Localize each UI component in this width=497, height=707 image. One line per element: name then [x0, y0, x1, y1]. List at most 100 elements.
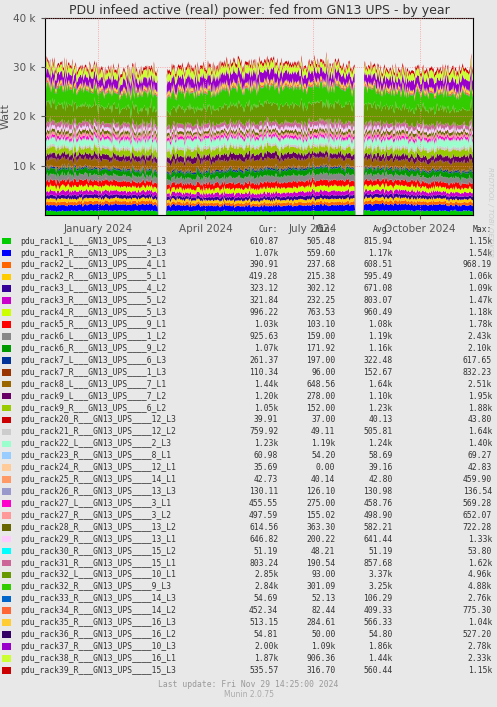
Text: 832.23: 832.23: [463, 368, 492, 377]
Text: pdu_rack37_R___GN13_UPS____10_L3: pdu_rack37_R___GN13_UPS____10_L3: [20, 642, 176, 651]
Text: 261.37: 261.37: [249, 356, 278, 365]
Text: pdu_rack6_R___GN13_UPS____9_L2: pdu_rack6_R___GN13_UPS____9_L2: [20, 344, 166, 353]
Text: 40.14: 40.14: [311, 475, 335, 484]
Text: 419.28: 419.28: [249, 272, 278, 281]
Text: 363.30: 363.30: [306, 522, 335, 532]
Bar: [2, 345, 11, 351]
Text: 50.00: 50.00: [311, 630, 335, 639]
Bar: [2, 619, 11, 626]
Text: 82.44: 82.44: [311, 606, 335, 615]
Text: 232.25: 232.25: [306, 296, 335, 305]
Text: 646.82: 646.82: [249, 534, 278, 544]
Text: pdu_rack4_R___GN13_UPS____5_L3: pdu_rack4_R___GN13_UPS____5_L3: [20, 308, 166, 317]
Text: 322.48: 322.48: [363, 356, 393, 365]
Text: 1.20k: 1.20k: [254, 392, 278, 401]
Text: 1.23k: 1.23k: [368, 404, 393, 412]
Text: 1.06k: 1.06k: [468, 272, 492, 281]
Text: Cur:: Cur:: [259, 225, 278, 233]
Bar: [2, 607, 11, 614]
Text: 130.11: 130.11: [249, 487, 278, 496]
Text: 1.24k: 1.24k: [368, 439, 393, 448]
Text: 1.19k: 1.19k: [311, 439, 335, 448]
Text: 2.78k: 2.78k: [468, 642, 492, 651]
Text: 2.33k: 2.33k: [468, 654, 492, 663]
Text: 60.98: 60.98: [254, 451, 278, 460]
Bar: [2, 274, 11, 280]
Text: 595.49: 595.49: [363, 272, 393, 281]
Bar: [2, 512, 11, 519]
Bar: [2, 583, 11, 590]
Text: 1.33k: 1.33k: [468, 534, 492, 544]
Text: 906.36: 906.36: [306, 654, 335, 663]
Text: 155.02: 155.02: [306, 511, 335, 520]
Text: 2.10k: 2.10k: [468, 344, 492, 353]
Text: 42.73: 42.73: [254, 475, 278, 484]
Text: 722.28: 722.28: [463, 522, 492, 532]
Bar: [2, 381, 11, 387]
Bar: [2, 560, 11, 566]
Text: 48.21: 48.21: [311, 547, 335, 556]
Text: pdu_rack25_R___GN13_UPS____14_L1: pdu_rack25_R___GN13_UPS____14_L1: [20, 475, 176, 484]
Text: 1.18k: 1.18k: [468, 308, 492, 317]
Text: 171.92: 171.92: [306, 344, 335, 353]
Text: Max:: Max:: [473, 225, 492, 233]
Text: 130.98: 130.98: [363, 487, 393, 496]
Text: 237.68: 237.68: [306, 260, 335, 269]
Bar: [2, 477, 11, 483]
Text: pdu_rack32_R___GN13_UPS____9_L3: pdu_rack32_R___GN13_UPS____9_L3: [20, 583, 171, 591]
Text: 200.22: 200.22: [306, 534, 335, 544]
Text: 1.09k: 1.09k: [311, 642, 335, 651]
Text: 857.68: 857.68: [363, 559, 393, 568]
Text: 2.51k: 2.51k: [468, 380, 492, 389]
Text: 49.11: 49.11: [311, 427, 335, 436]
Bar: [2, 250, 11, 256]
Text: 1.47k: 1.47k: [468, 296, 492, 305]
Title: PDU infeed active (real) power: fed from GN13 UPS - by year: PDU infeed active (real) power: fed from…: [69, 4, 449, 17]
Text: 1.62k: 1.62k: [468, 559, 492, 568]
Text: 37.00: 37.00: [311, 416, 335, 424]
Bar: [2, 667, 11, 674]
Text: pdu_rack2_R___GN13_UPS____5_L1: pdu_rack2_R___GN13_UPS____5_L1: [20, 272, 166, 281]
Text: 54.20: 54.20: [311, 451, 335, 460]
Text: 614.56: 614.56: [249, 522, 278, 532]
Bar: [2, 238, 11, 245]
Text: 566.33: 566.33: [363, 618, 393, 627]
Bar: [2, 536, 11, 542]
Text: Munin 2.0.75: Munin 2.0.75: [224, 690, 273, 699]
Text: 4.88k: 4.88k: [468, 583, 492, 591]
Text: pdu_rack27_L___GN13_UPS____3_L1: pdu_rack27_L___GN13_UPS____3_L1: [20, 499, 171, 508]
Text: pdu_rack1_R___GN13_UPS____3_L3: pdu_rack1_R___GN13_UPS____3_L3: [20, 248, 166, 257]
Text: pdu_rack3_L___GN13_UPS____4_L2: pdu_rack3_L___GN13_UPS____4_L2: [20, 284, 166, 293]
Bar: [2, 548, 11, 554]
Text: 1.09k: 1.09k: [468, 284, 492, 293]
Text: 505.81: 505.81: [363, 427, 393, 436]
Text: 190.54: 190.54: [306, 559, 335, 568]
Text: 136.54: 136.54: [463, 487, 492, 496]
Text: pdu_rack39_R___GN13_UPS____15_L3: pdu_rack39_R___GN13_UPS____15_L3: [20, 666, 176, 675]
Text: 54.80: 54.80: [368, 630, 393, 639]
Text: 103.10: 103.10: [306, 320, 335, 329]
Text: 2.43k: 2.43k: [468, 332, 492, 341]
Text: 2.76k: 2.76k: [468, 595, 492, 603]
Text: pdu_rack27_R___GN13_UPS____3_L2: pdu_rack27_R___GN13_UPS____3_L2: [20, 511, 171, 520]
Bar: [2, 452, 11, 459]
Bar: [2, 298, 11, 304]
Text: 2.84k: 2.84k: [254, 583, 278, 591]
Text: 1.23k: 1.23k: [254, 439, 278, 448]
Text: 215.38: 215.38: [306, 272, 335, 281]
Text: 648.56: 648.56: [306, 380, 335, 389]
Text: 110.34: 110.34: [249, 368, 278, 377]
Text: pdu_rack36_R___GN13_UPS____16_L2: pdu_rack36_R___GN13_UPS____16_L2: [20, 630, 176, 639]
Text: 302.12: 302.12: [306, 284, 335, 293]
Bar: [2, 333, 11, 340]
Text: pdu_rack30_R___GN13_UPS____15_L2: pdu_rack30_R___GN13_UPS____15_L2: [20, 547, 176, 556]
Text: 316.70: 316.70: [306, 666, 335, 675]
Text: 54.81: 54.81: [254, 630, 278, 639]
Bar: [2, 262, 11, 268]
Text: 560.44: 560.44: [363, 666, 393, 675]
Text: 409.33: 409.33: [363, 606, 393, 615]
Text: 1.64k: 1.64k: [368, 380, 393, 389]
Text: 390.91: 390.91: [249, 260, 278, 269]
Bar: [2, 524, 11, 530]
Bar: [2, 286, 11, 292]
